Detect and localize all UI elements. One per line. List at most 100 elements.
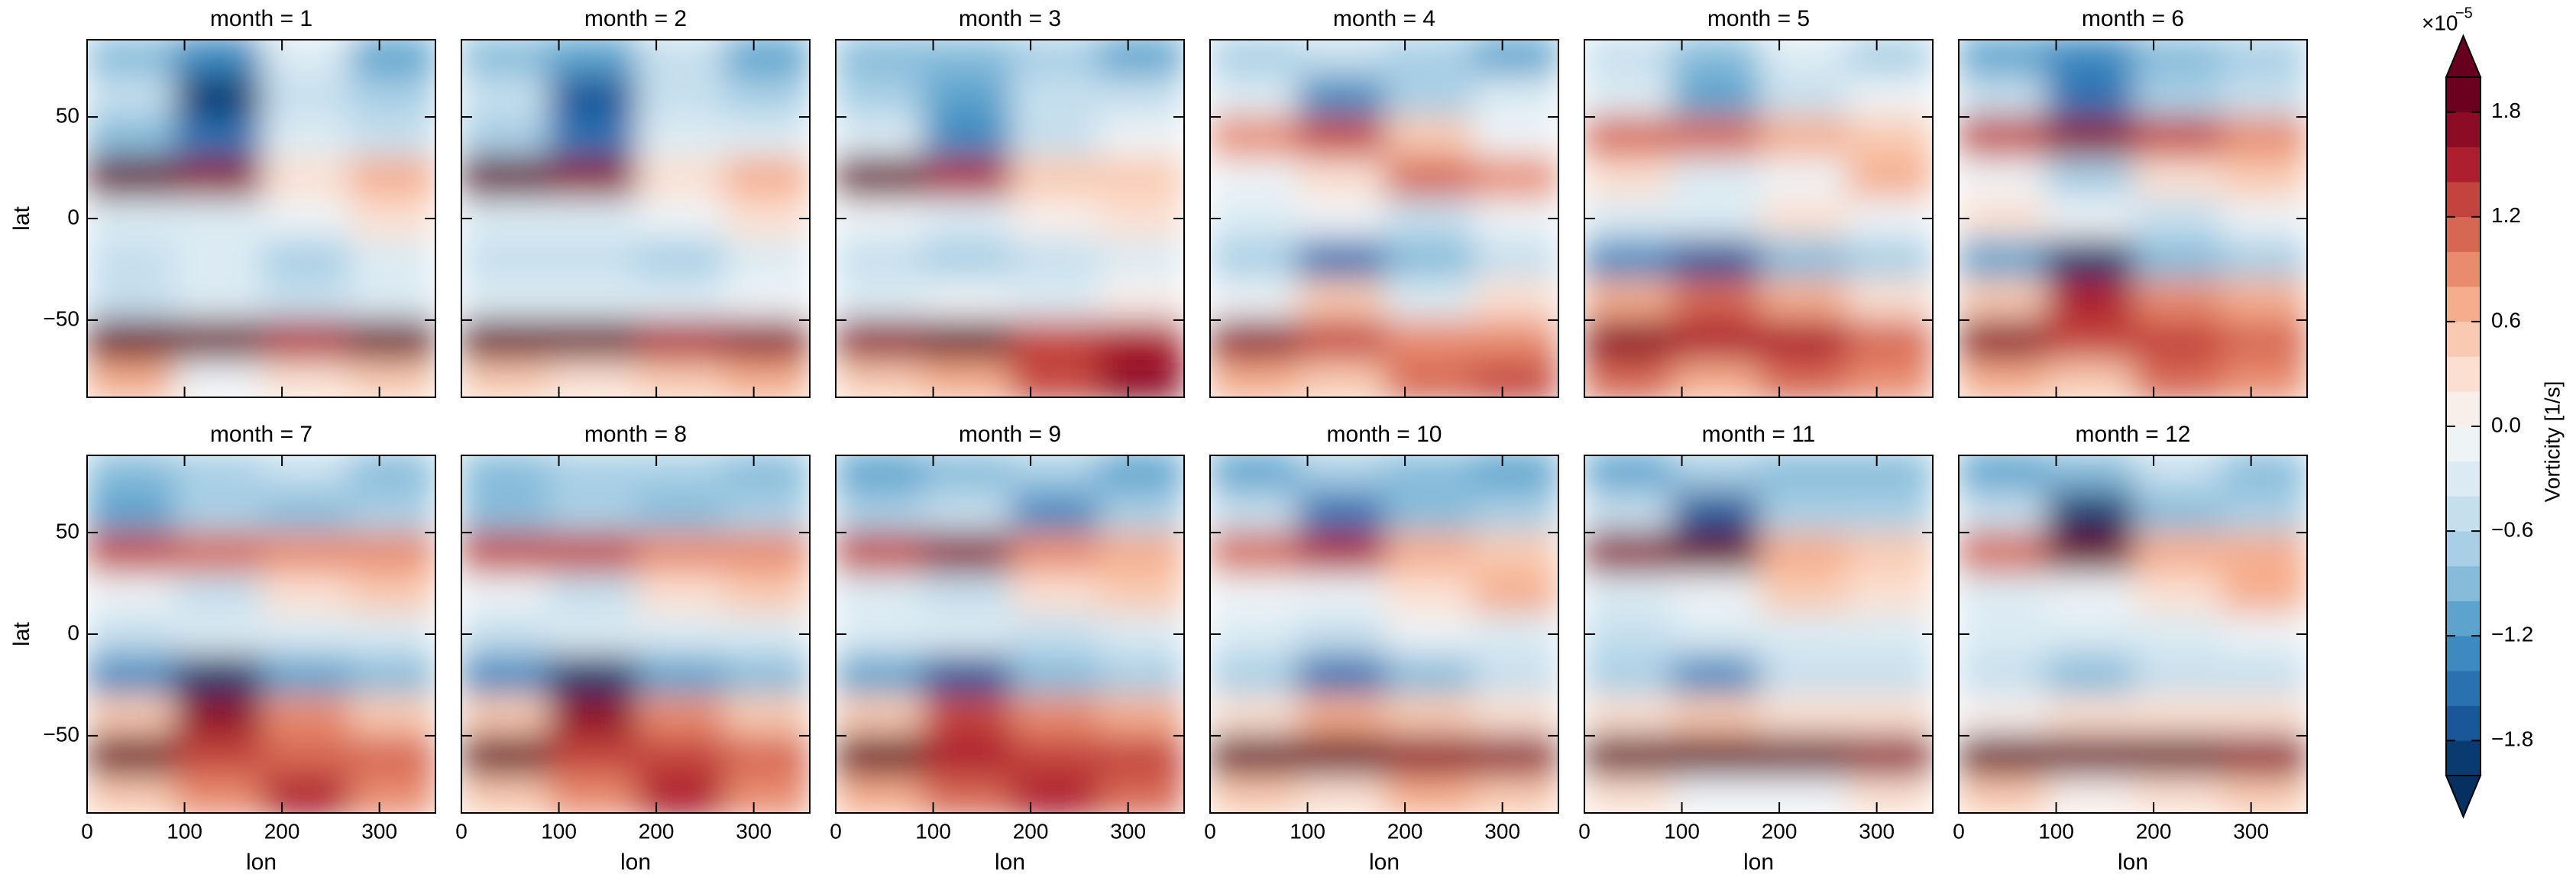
contour-cell — [2134, 238, 2222, 280]
colorbar-tick-label: 0.6 — [2491, 308, 2521, 332]
contour-cell — [1472, 532, 1558, 574]
contour-cell — [262, 532, 351, 574]
contour-cell — [1385, 40, 1474, 77]
contour-cell — [1846, 197, 1933, 240]
contour-cell — [636, 695, 725, 737]
contour-cell — [349, 279, 435, 321]
contour-cell — [549, 319, 638, 361]
contour-cell — [1011, 532, 1099, 574]
field — [461, 40, 810, 397]
colorbar-band — [2446, 705, 2481, 741]
contour-cell — [1584, 695, 1673, 737]
contour-cell — [923, 695, 1012, 737]
contour-cell — [1098, 238, 1184, 280]
contour-cell — [2221, 532, 2307, 574]
contour-cell — [1472, 157, 1558, 199]
contour-cell — [262, 40, 351, 77]
contour-cell — [174, 40, 264, 77]
contour-cell — [723, 40, 810, 77]
contour-cell — [87, 776, 176, 813]
contour-cell — [636, 455, 725, 493]
contour-cell — [349, 491, 435, 533]
contour-cell — [1759, 776, 1848, 813]
contour-cell — [923, 613, 1012, 656]
contour-cell — [1210, 572, 1299, 614]
contour-cell — [1846, 319, 1933, 361]
contour-cell — [549, 116, 638, 158]
contour-cell — [174, 613, 264, 656]
contour-cell — [1385, 238, 1474, 280]
contour-cell — [1385, 360, 1474, 397]
contour-cell — [723, 279, 810, 321]
contour-cell — [1210, 116, 1299, 158]
contour-cell — [1098, 735, 1184, 777]
contour-cell — [1385, 776, 1474, 813]
panel-title: month = 3 — [959, 6, 1061, 31]
contour-cell — [1584, 279, 1673, 321]
colorbar-band — [2446, 76, 2481, 112]
contour-cell — [2221, 319, 2307, 361]
contour-cell — [1210, 76, 1299, 118]
contour-cell — [1385, 197, 1474, 240]
colorbar-label: Vorticity [1/s] — [2540, 381, 2564, 503]
x-tick-label: 100 — [2038, 819, 2074, 843]
contour-cell — [1671, 238, 1761, 280]
contour-cell — [923, 279, 1012, 321]
contour-cell — [1385, 455, 1474, 493]
contour-cell — [461, 238, 550, 280]
contour-cell — [1959, 776, 2047, 813]
contour-cell — [2046, 279, 2135, 321]
contour-cell — [262, 613, 351, 656]
contour-cell — [923, 455, 1012, 493]
contour-cell — [174, 491, 264, 533]
panel-title: month = 10 — [1327, 422, 1442, 447]
contour-cell — [2046, 613, 2135, 656]
contour-cell — [549, 654, 638, 696]
contour-cell — [1297, 572, 1387, 614]
contour-cell — [461, 532, 550, 574]
contour-cell — [1297, 238, 1387, 280]
contour-cell — [549, 455, 638, 493]
contour-cell — [1297, 654, 1387, 696]
contour-cell — [1846, 532, 1933, 574]
contour-cell — [1472, 360, 1558, 397]
y-axis-label: lat — [9, 206, 34, 230]
contour-cell — [723, 491, 810, 533]
contour-cell — [1011, 279, 1099, 321]
contour-cell — [2134, 197, 2222, 240]
contour-cell — [2046, 238, 2135, 280]
field — [836, 455, 1184, 813]
colorbar-band — [2446, 426, 2481, 461]
contour-cell — [836, 735, 924, 777]
contour-cell — [2046, 197, 2135, 240]
field — [836, 40, 1184, 397]
contour-cell — [262, 116, 351, 158]
contour-cell — [1385, 157, 1474, 199]
contour-cell — [2134, 491, 2222, 533]
contour-cell — [1210, 157, 1299, 199]
contour-cell — [1210, 532, 1299, 574]
contour-cell — [1011, 695, 1099, 737]
contour-cell — [1584, 116, 1673, 158]
contour-cell — [1297, 40, 1387, 77]
x-tick-label: 300 — [1859, 819, 1895, 843]
colorbar-extend-under — [2445, 775, 2482, 819]
contour-cell — [1584, 157, 1673, 199]
contour-cell — [2046, 776, 2135, 813]
contour-cell — [1385, 654, 1474, 696]
contour-cell — [636, 238, 725, 280]
contour-cell — [1011, 776, 1099, 813]
contour-cell — [1671, 491, 1761, 533]
contour-cell — [1759, 279, 1848, 321]
contour-cell — [2046, 76, 2135, 118]
panel-title: month = 4 — [1333, 6, 1435, 31]
contour-cell — [1759, 360, 1848, 397]
colorbar-scale-exponent: −5 — [2455, 5, 2473, 21]
contour-cell — [1297, 116, 1387, 158]
contour-cell — [2046, 360, 2135, 397]
contour-cell — [836, 532, 924, 574]
contour-cell — [1846, 776, 1933, 813]
contour-cell — [2221, 654, 2307, 696]
contour-cell — [636, 572, 725, 614]
contour-cell — [2221, 695, 2307, 737]
